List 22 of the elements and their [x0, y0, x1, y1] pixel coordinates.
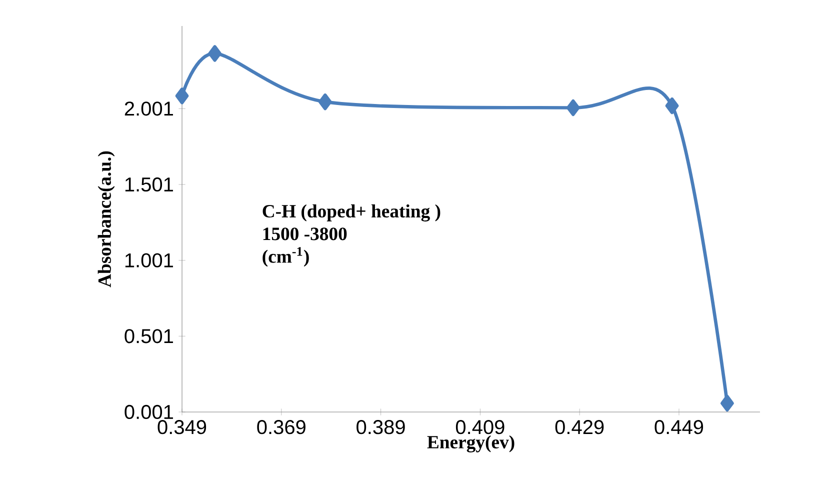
point [566, 99, 580, 116]
point [318, 93, 332, 110]
x-tick-label: 0.369 [257, 420, 306, 434]
y-tick-label: 0.501 [124, 329, 173, 344]
x-tick-label: 0.409 [456, 420, 504, 434]
y-tick-label: 0.001 [124, 404, 173, 420]
point [665, 97, 679, 114]
x-tick-label: 0.389 [356, 420, 405, 434]
y-tick-label: 2.001 [124, 102, 173, 116]
annotation: C-H (doped+ heating ) [262, 204, 440, 222]
y-tick-label: 1.001 [125, 253, 173, 268]
y-tick-label: 1.501 [125, 177, 173, 192]
x-tick-label: 0.429 [555, 420, 604, 434]
x-axis-title: Energy(ev) [427, 435, 514, 452]
x-tick-label: 0.349 [158, 420, 206, 434]
annotation: 1500 -3800 [263, 228, 347, 240]
x-tick-label: 0.449 [654, 420, 704, 434]
point [175, 88, 189, 104]
y-axis-title: Absorbance(a.u.) [98, 151, 115, 288]
point [720, 394, 734, 412]
annotation: (cm$^{-1}$) [262, 247, 309, 267]
point [208, 45, 222, 62]
